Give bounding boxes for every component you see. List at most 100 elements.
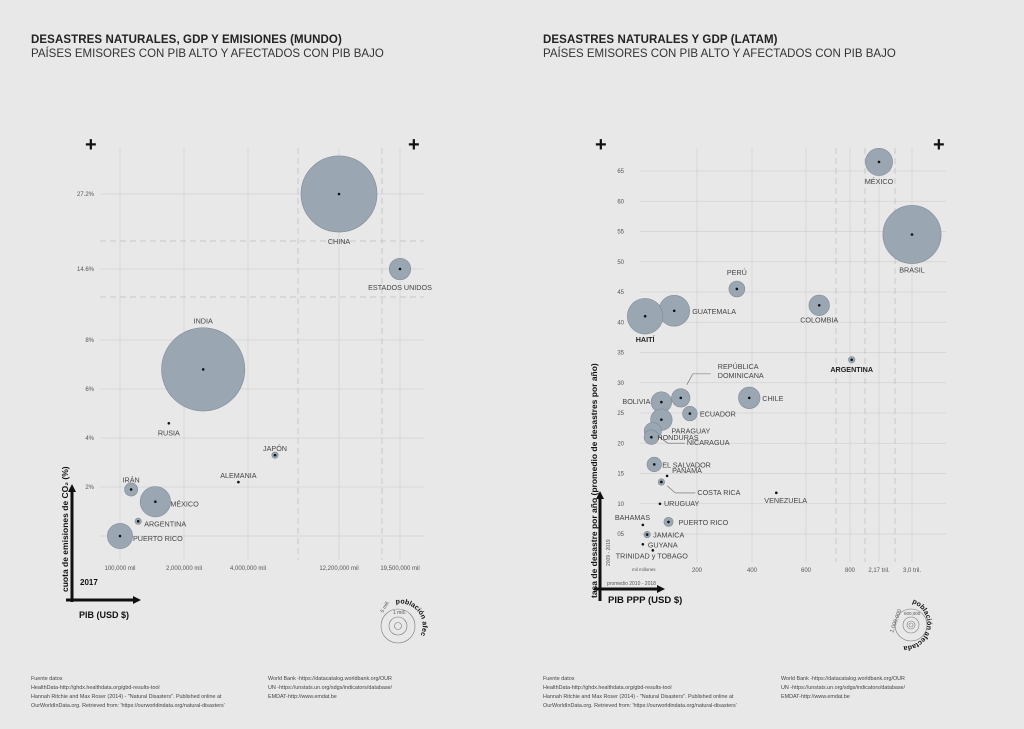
point-label: RUSIA	[158, 428, 180, 437]
point-label: TRINIDAD y TOBAGO	[616, 551, 688, 560]
legend-inner-label: 1 mill.	[393, 610, 406, 616]
leader-line	[657, 435, 685, 444]
data-point	[667, 520, 670, 524]
data-point	[398, 267, 402, 271]
legend-title: población afectada	[903, 598, 932, 651]
left-y-tick-label: 6%	[85, 387, 94, 393]
legend-outer-label: 1,000,000	[889, 609, 903, 634]
right-sources-col2: World Bank -https://datacatalog.worldban…	[781, 676, 906, 700]
legend-circle-inner	[902, 616, 920, 634]
data-point	[660, 418, 663, 421]
left-y-tick-label: 27.2%	[77, 192, 95, 198]
data-point	[665, 474, 669, 478]
left-y-tick-label: 4%	[85, 436, 94, 442]
left-sources-col2: World Bank -https://datacatalog.worldban…	[268, 676, 393, 700]
legend-inner-label: 500,000	[904, 611, 921, 616]
legend-circle-tiny	[908, 622, 914, 628]
right-x-tick-label: 800	[845, 568, 856, 574]
left-chart-subtitle: PAÍSES EMISORES CON PIB ALTO Y AFECTADOS…	[31, 48, 384, 60]
data-point	[910, 233, 914, 236]
point-label: URUGUAY	[664, 499, 700, 508]
right-x-axis-arrow-icon	[657, 585, 665, 593]
left-x-tick-label: 4,000,000 mil	[230, 566, 266, 572]
point-label: HONDURAS	[657, 433, 698, 442]
right-y-tick-label: 50	[617, 260, 624, 266]
left-x-axis-arrow-icon	[133, 596, 141, 604]
data-point	[129, 488, 133, 491]
point-label: DOMINICANA	[718, 371, 764, 380]
right-y-tick-label: 55	[617, 230, 624, 236]
point-label: VENEZUELA	[764, 496, 807, 505]
point-label: BAHAMAS	[615, 513, 650, 522]
right-y-axis-label: tasa de desastre por año (promedio de de…	[589, 363, 599, 598]
right-size-legend: población afectada 1,000,000 500,000	[889, 598, 932, 651]
left-chart-title: DESASTRES NATURALES, GDP Y EMISIONES (MU…	[31, 34, 342, 46]
data-point	[136, 520, 140, 523]
left-x-tick-label: 12,200,000 mil	[319, 566, 358, 572]
point-label: ARGENTINA	[144, 519, 186, 528]
data-point	[154, 500, 157, 504]
point-label: COLOMBIA	[800, 315, 838, 324]
right-x-tick-label: 400	[747, 568, 758, 574]
legend-circle-small	[394, 622, 402, 630]
left-x-axis-label: PIB (USD $)	[79, 610, 129, 620]
left-y-axis-label: cuota de emisiones de CO₂ (%)	[60, 466, 70, 592]
data-point	[672, 309, 676, 313]
point-label: BRASIL	[899, 266, 925, 275]
right-x-tick-label: 200	[692, 568, 703, 574]
right-y-tick-label: 20	[617, 441, 624, 447]
left-year-label: 2017	[80, 578, 98, 587]
right-plus-icon-tr: +	[933, 134, 945, 156]
left-y-tick-label: 8%	[85, 338, 94, 344]
data-point	[237, 480, 240, 484]
point-label: HAITÍ	[636, 335, 656, 344]
right-y-tick-label: 40	[617, 320, 624, 326]
point-label: PANAMÁ	[672, 466, 702, 475]
data-point	[747, 396, 751, 400]
right-x-axis-label: PIB PPP (USD $)	[608, 595, 682, 606]
left-plus-icon-tr: +	[408, 134, 420, 156]
data-point	[658, 502, 662, 506]
right-y-tick-label: 35	[617, 351, 624, 357]
point-label: PUERTO RICO	[679, 518, 729, 527]
right-x-tick-label: 3,0 tril.	[903, 568, 921, 574]
right-x-unit: mil millones	[632, 567, 656, 572]
point-label: GUYANA	[648, 540, 678, 549]
legend-circle-outer	[380, 608, 416, 644]
right-plus-icon-tl: +	[595, 134, 607, 156]
right-sources-col1: Fuente datos HealthData-http://ghdx.heal…	[543, 676, 737, 709]
point-label: EL SALVADOR	[662, 460, 711, 469]
data-point	[641, 523, 645, 527]
leader-line	[686, 373, 711, 386]
point-label: REPÚBLICA	[718, 362, 759, 371]
data-point	[850, 358, 853, 362]
left-x-tick-label: 100,000 mil	[104, 566, 135, 572]
right-x-note: promedio 2010 - 2018	[607, 581, 656, 587]
point-label: CHILE	[762, 394, 783, 403]
leader-line	[667, 485, 696, 494]
point-label: NICARAGUA	[687, 438, 730, 447]
data-point	[660, 400, 663, 404]
point-label: JAPÓN	[263, 444, 287, 453]
data-point	[877, 160, 881, 164]
left-x-tick-label: 2,000,000 mil	[166, 566, 202, 572]
left-grid: 100,000 mil 2,000,000 mil 4,000,000 mil 12,…	[77, 148, 424, 572]
data-point	[643, 314, 647, 318]
point-label: MÉXICO	[865, 177, 894, 186]
right-y-tick-label: 60	[617, 199, 624, 205]
data-point	[775, 491, 778, 495]
point-label: PERÚ	[727, 268, 747, 277]
legend-circle-small	[906, 620, 916, 630]
data-point	[650, 435, 653, 439]
left-sources-col1: Fuente datos HealthData-http://ghdx.heal…	[31, 676, 225, 709]
data-point	[651, 549, 655, 552]
right-y-note: 2009 - 2019	[606, 539, 612, 566]
point-label: ARGENTINA	[830, 365, 873, 374]
point-label: ECUADOR	[700, 410, 736, 419]
data-point	[641, 542, 645, 546]
legend-outer-label: 5 mill.	[380, 600, 392, 614]
point-label: CHINA	[328, 237, 351, 246]
left-marks: CHINA ESTADOS UNIDOS INDIA RUSIA JAPÓN ALEMAN…	[107, 155, 432, 549]
right-y-tick-label: 10	[617, 502, 624, 508]
